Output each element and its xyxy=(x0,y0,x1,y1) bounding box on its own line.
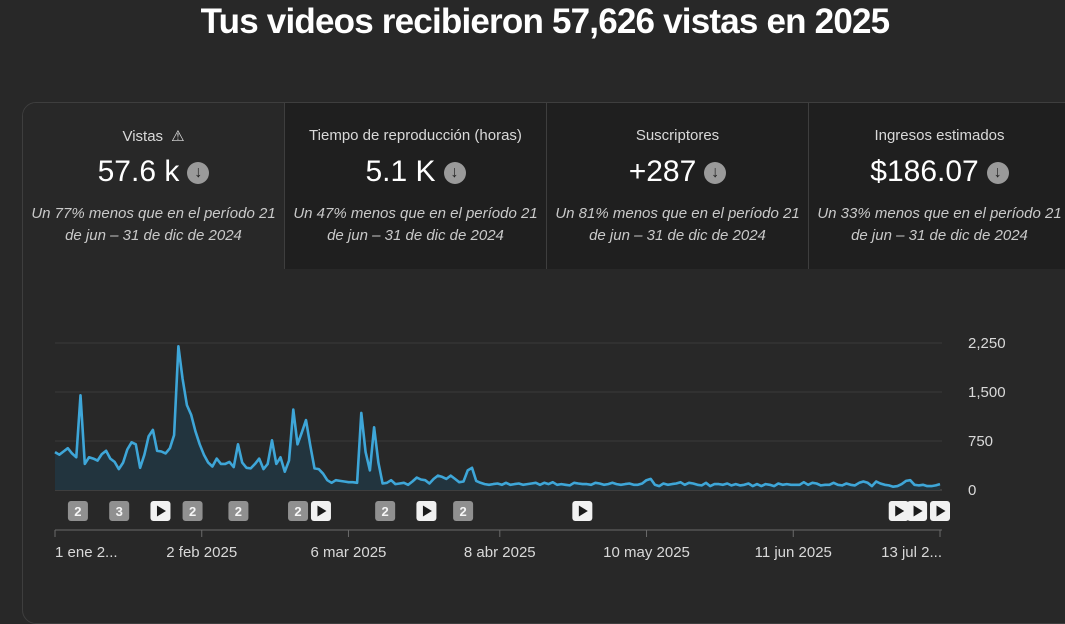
video-count-label: 2 xyxy=(459,504,466,519)
metric-comparison-line1: Un 77% menos que en el período 21 xyxy=(31,205,276,222)
metric-tab-vistas[interactable]: Vistas ⚠ 57.6 k ↓ Un 77% menos que en el p… xyxy=(23,103,284,269)
metric-label: Ingresos estimados xyxy=(874,127,1005,144)
play-icon xyxy=(936,505,946,517)
metric-value-text: 57.6 k xyxy=(97,155,180,188)
metric-comparison-line2: de jun – 31 de dic de 2024 xyxy=(65,227,242,244)
metric-comparison: Un 77% menos que en el período 21 de jun… xyxy=(23,203,284,247)
video-count-label: 2 xyxy=(74,504,81,519)
video-count-marker[interactable] xyxy=(67,501,88,521)
y-tick-label: 1,500 xyxy=(968,384,1006,401)
metric-comparison: Un 47% menos que en el período 21 de jun… xyxy=(285,203,546,247)
series-area xyxy=(55,346,940,490)
metric-label-text: Vistas xyxy=(122,128,164,145)
metric-comparison-line2: de jun – 31 de dic de 2024 xyxy=(589,227,766,244)
x-tick-label: 8 abr 2025 xyxy=(464,544,536,561)
page-title: Tus videos recibieron 57,626 vistas en 2… xyxy=(200,2,890,41)
video-count-marker[interactable] xyxy=(228,501,249,521)
metric-tab-tiempo-de-reproduccion[interactable]: Tiempo de reproducción (horas) 5.1 K ↓ Un… xyxy=(284,103,546,269)
video-count-label: 2 xyxy=(382,504,389,519)
metric-label: Tiempo de reproducción (horas) xyxy=(309,127,522,144)
metric-tabs: Vistas ⚠ 57.6 k ↓ Un 77% menos que en el p… xyxy=(23,103,1065,269)
play-icon xyxy=(913,505,923,517)
metric-value: +287 ↓ xyxy=(547,155,808,189)
analytics-card: Vistas ⚠ 57.6 k ↓ Un 77% menos que en el p… xyxy=(22,102,1065,624)
video-count-label: 3 xyxy=(116,504,123,519)
metric-tab-ingresos-estimados[interactable]: Ingresos estimados $186.07 ↓ Un 33% menos… xyxy=(808,103,1065,269)
video-count-marker[interactable] xyxy=(288,501,309,521)
metric-value: $186.07 ↓ xyxy=(809,155,1065,189)
metric-comparison: Un 81% menos que en el período 21 de jun… xyxy=(547,203,808,247)
play-icon xyxy=(422,505,432,517)
play-icon xyxy=(578,505,588,517)
video-count-label: 2 xyxy=(294,504,301,519)
metric-value: 5.1 K ↓ xyxy=(285,155,546,189)
metric-comparison-line2: de jun – 31 de dic de 2024 xyxy=(327,227,504,244)
metric-value-text: $186.07 xyxy=(870,155,979,188)
x-tick-label: 2 feb 2025 xyxy=(166,544,237,561)
metric-value-text: +287 xyxy=(628,155,697,188)
metric-comparison-line1: Un 33% menos que en el período 21 xyxy=(817,205,1062,222)
warning-icon[interactable]: ⚠ xyxy=(171,127,185,145)
metric-tab-suscriptores[interactable]: Suscriptores +287 ↓ Un 81% menos que en e… xyxy=(546,103,808,269)
metric-value: 57.6 k ↓ xyxy=(23,155,284,189)
video-count-label: 2 xyxy=(189,504,196,519)
x-tick-label: 13 jul 2... xyxy=(881,544,942,561)
play-icon xyxy=(317,505,327,517)
x-tick-label: 10 may 2025 xyxy=(603,544,690,561)
y-tick-label: 0 xyxy=(968,482,976,499)
metric-comparison: Un 33% menos que en el período 21 de jun… xyxy=(809,203,1065,247)
video-count-label: 2 xyxy=(235,504,242,519)
arrow-down-circle-icon: ↓ xyxy=(187,162,210,184)
video-count-marker[interactable] xyxy=(182,501,203,521)
arrow-down-circle-icon: ↓ xyxy=(986,162,1009,184)
x-tick-label: 11 jun 2025 xyxy=(755,544,832,561)
arrow-down-circle-icon: ↓ xyxy=(704,162,727,184)
metric-comparison-line1: Un 47% menos que en el período 21 xyxy=(293,205,538,222)
metric-comparison-line2: de jun – 31 de dic de 2024 xyxy=(851,227,1028,244)
metric-value-text: 5.1 K xyxy=(365,155,436,188)
metric-label: Suscriptores xyxy=(635,127,720,144)
video-count-marker[interactable] xyxy=(109,501,130,521)
x-tick-label: 1 ene 2... xyxy=(55,544,118,561)
y-tick-label: 2,250 xyxy=(968,335,1006,352)
play-icon xyxy=(895,505,905,517)
arrow-down-circle-icon: ↓ xyxy=(443,162,466,184)
video-count-marker[interactable] xyxy=(375,501,396,521)
y-tick-label: 750 xyxy=(968,433,993,450)
x-tick-label: 6 mar 2025 xyxy=(311,544,387,561)
series-line[interactable] xyxy=(54,345,941,488)
views-chart[interactable]: 2,250 1,500 750 0 2 3 2 2 2 2 2 1 ene 2... 2 feb 202… xyxy=(0,0,1065,605)
play-icon xyxy=(156,505,166,517)
video-count-marker[interactable] xyxy=(453,501,474,521)
metric-label: Vistas ⚠ xyxy=(23,127,284,145)
metric-comparison-line1: Un 81% menos que en el período 21 xyxy=(555,205,800,222)
